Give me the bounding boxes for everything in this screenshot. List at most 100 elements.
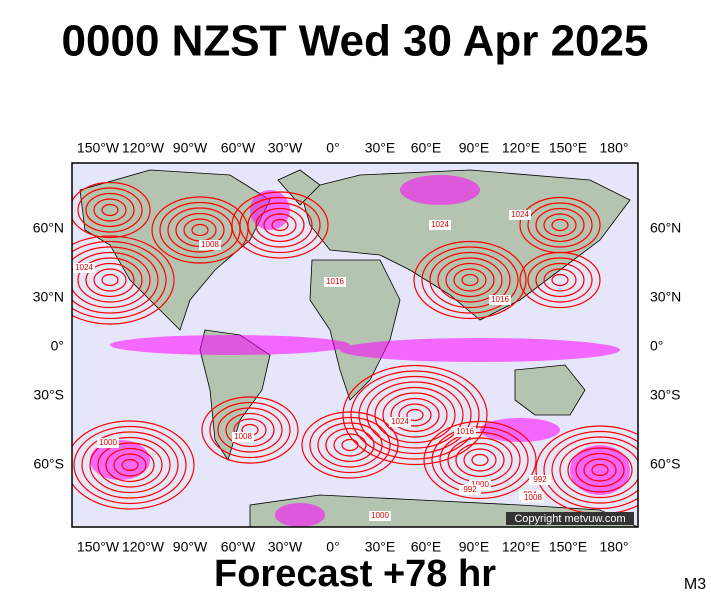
isobar — [309, 416, 391, 474]
isobar — [72, 181, 151, 239]
isobar — [201, 396, 299, 464]
lon-label-top: 120°W — [122, 140, 165, 156]
isobar — [105, 447, 155, 483]
isobar-label: 1024 — [75, 263, 93, 272]
lon-label-bottom: 30°W — [268, 539, 303, 555]
lon-label-bottom: 120°W — [122, 539, 165, 555]
isobar — [591, 463, 609, 477]
isobar — [406, 408, 424, 422]
isobar — [121, 458, 139, 472]
lon-label-top: 150°W — [77, 140, 120, 156]
isobar-label-bg — [73, 263, 95, 273]
isobar — [471, 453, 489, 467]
isobar — [231, 191, 329, 259]
isobar — [77, 187, 143, 233]
isobar — [374, 386, 456, 444]
isobar — [453, 268, 487, 292]
isobar-label-bg — [529, 475, 551, 485]
isobar-label: 1000 — [371, 511, 389, 520]
isobar — [89, 436, 171, 494]
isobar-label-bg — [429, 220, 451, 230]
isobar — [519, 196, 601, 254]
lat-label-right: 60°S — [650, 456, 681, 472]
isobar — [583, 458, 617, 482]
isobar — [461, 273, 479, 287]
land — [79, 169, 638, 527]
lon-label-bottom: 0° — [326, 539, 339, 555]
isobar-label-bg — [454, 427, 476, 437]
lon-label-top: 150°E — [549, 140, 587, 156]
isobar — [77, 257, 143, 303]
lon-label-top: 180° — [600, 140, 629, 156]
isobar — [567, 447, 633, 493]
isobar-label: 1024 — [511, 210, 529, 219]
title: 0000 NZST Wed 30 Apr 2025 — [62, 17, 649, 66]
isobar — [72, 251, 151, 309]
lon-label-top: 60°W — [221, 140, 256, 156]
lon-label-bottom: 90°W — [173, 539, 208, 555]
lon-label-top: 90°W — [173, 140, 208, 156]
lon-label-bottom: 150°E — [549, 539, 587, 555]
lat-label-left: 60°N — [33, 220, 64, 236]
coordinate-labels: 150°W 120°W 90°W 60°W 30°W 0° 30°E 60°E 90°E 120°… — [33, 140, 682, 555]
isobar-label: 1000 — [99, 438, 117, 447]
isobar — [255, 207, 305, 243]
lon-label-top: 120°E — [502, 140, 540, 156]
lon-label-bottom: 30°E — [365, 539, 396, 555]
model-code: M3 — [684, 576, 706, 593]
isobar-label: 1024 — [391, 417, 409, 426]
isobar — [342, 364, 488, 466]
isobar-label-bg — [459, 485, 481, 495]
isobar-label-bg — [369, 511, 391, 521]
lat-label-left: 60°S — [33, 456, 64, 472]
lat-label-right: 0° — [650, 338, 663, 354]
isobar — [191, 223, 209, 237]
lon-label-bottom: 120°E — [502, 539, 540, 555]
isobar — [358, 375, 472, 455]
isobar — [159, 201, 241, 259]
isobar — [390, 397, 440, 433]
copyright: Copyright metvuw.com — [514, 513, 625, 525]
lon-label-top: 0° — [326, 140, 339, 156]
lon-label-top: 30°W — [268, 140, 303, 156]
isobar — [97, 442, 163, 488]
lat-label-right: 30°S — [650, 387, 681, 403]
isobar — [325, 427, 375, 463]
isobar — [551, 273, 569, 287]
isobar — [85, 262, 135, 298]
isobar — [333, 433, 367, 457]
isobar-label-bg — [489, 295, 511, 305]
isobar-label-group: 1024 1016 1008 1024 1016 1000 1008 1024 1016 1000… — [73, 210, 551, 521]
isobar — [429, 251, 511, 309]
isobar — [543, 268, 577, 292]
isobar — [423, 420, 537, 500]
isobar — [225, 412, 275, 448]
copyright-box — [506, 512, 634, 525]
isobar-label-bg — [324, 277, 346, 287]
isobar — [73, 425, 187, 505]
isobar — [455, 442, 505, 478]
lon-label-top: 60°E — [411, 140, 442, 156]
isobar — [72, 235, 175, 325]
isobar — [93, 268, 127, 292]
isobar — [263, 213, 297, 237]
isobar-label: 1016 — [456, 427, 474, 436]
isobar — [341, 438, 359, 452]
isobar-label: 1008 — [234, 432, 252, 441]
map-frame — [71, 162, 639, 528]
lon-label-bottom: 150°W — [77, 539, 120, 555]
isobar-label-bg — [97, 438, 119, 448]
lat-label-right: 30°N — [650, 289, 681, 305]
isobar — [209, 401, 291, 459]
isobar — [535, 207, 585, 243]
lon-label-top: 30°E — [365, 140, 396, 156]
isobar-label-bg — [522, 493, 544, 503]
isobar — [437, 257, 503, 303]
isobar — [445, 262, 495, 298]
isobar — [167, 207, 233, 253]
isobar — [81, 431, 179, 499]
isobar — [113, 453, 147, 477]
lat-label-left: 30°S — [33, 387, 64, 403]
isobar — [527, 202, 593, 248]
